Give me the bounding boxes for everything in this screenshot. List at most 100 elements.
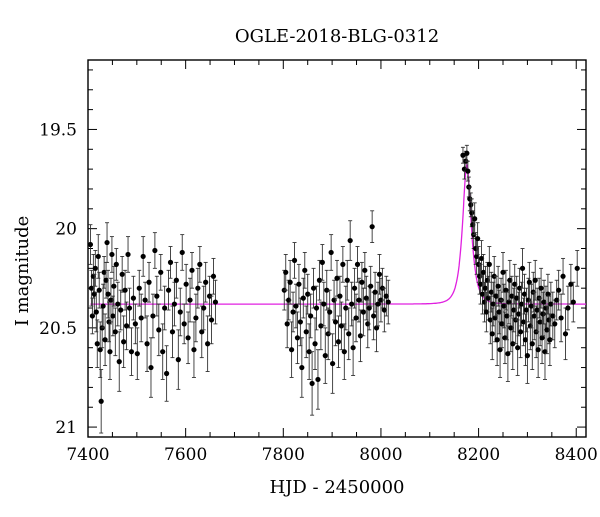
data-point [519,248,526,289]
data-point [154,275,160,317]
data-point [351,267,358,309]
data-marker [300,295,306,301]
data-point [152,232,158,269]
data-point [309,351,315,416]
data-marker [122,287,128,293]
data-marker [548,301,554,307]
x-tick-label: 7600 [164,445,207,465]
data-point [324,269,330,311]
data-point [542,323,548,380]
data-point [107,323,113,380]
data-point [306,323,312,380]
data-marker [363,295,369,301]
data-marker [534,307,540,313]
data-marker [554,297,560,303]
data-marker [497,347,503,353]
data-marker [162,305,168,311]
data-marker [492,315,498,321]
data-marker [160,349,166,355]
data-marker [187,297,193,303]
data-point [148,337,154,398]
data-point [169,305,176,359]
data-marker [544,327,550,333]
data-marker [316,277,323,283]
data-marker [308,313,314,319]
data-point [479,273,486,315]
data-point [291,242,298,279]
x-tick-label: 8000 [359,445,402,465]
data-point [312,317,318,370]
data-marker [134,351,140,357]
data-point [146,261,152,303]
data-marker [171,301,178,307]
data-marker [371,313,377,319]
data-point [363,275,369,321]
data-marker [91,291,97,297]
x-tick-label: 8200 [457,445,500,465]
data-marker [154,293,160,299]
data-marker [332,319,339,325]
data-marker [183,281,189,287]
data-marker [103,277,109,283]
data-marker [568,281,574,287]
data-marker [509,293,515,299]
data-point [303,305,309,359]
data-marker [199,329,205,335]
data-marker [360,309,366,315]
data-point [319,244,325,281]
data-marker [523,307,530,313]
data-marker [205,341,211,347]
data-point [287,259,293,305]
data-marker [88,285,95,291]
data-marker [324,287,330,293]
data-marker [353,315,359,321]
data-point [208,295,215,345]
data-marker [144,341,150,347]
data-point [187,277,193,323]
data-point [477,263,484,305]
data-marker [376,271,383,277]
data-marker [195,285,201,291]
data-point [511,287,517,333]
data-marker [480,269,487,275]
data-marker [110,313,116,319]
data-point [142,281,148,319]
data-marker [165,287,172,293]
data-marker [464,150,470,156]
data-marker [542,349,548,355]
data-marker [115,301,121,307]
data-point [115,281,121,327]
data-point [535,321,541,378]
data-point [494,313,500,367]
data-marker [287,279,293,285]
data-marker [116,359,122,365]
data-point [529,317,535,370]
data-point [495,265,501,307]
data-point [132,303,138,345]
data-point [485,275,491,321]
data-point [144,315,150,372]
data-point [554,279,560,321]
data-point [359,261,365,303]
data-marker [87,241,94,248]
data-point [299,337,305,398]
data-marker [123,323,130,329]
data-point [191,321,197,378]
data-marker [350,345,356,351]
data-point [507,259,513,301]
data-point [177,287,183,337]
data-marker [291,257,298,264]
data-point [193,293,199,343]
data-point [332,297,339,347]
data-point [165,269,172,311]
data-marker [321,301,327,307]
data-marker [140,253,146,260]
data-point [357,309,364,363]
data-marker [296,281,302,287]
data-point [375,281,381,327]
data-marker [111,283,117,289]
data-point [343,285,349,331]
data-marker [152,247,158,254]
data-point [472,202,478,236]
data-marker [372,289,378,295]
